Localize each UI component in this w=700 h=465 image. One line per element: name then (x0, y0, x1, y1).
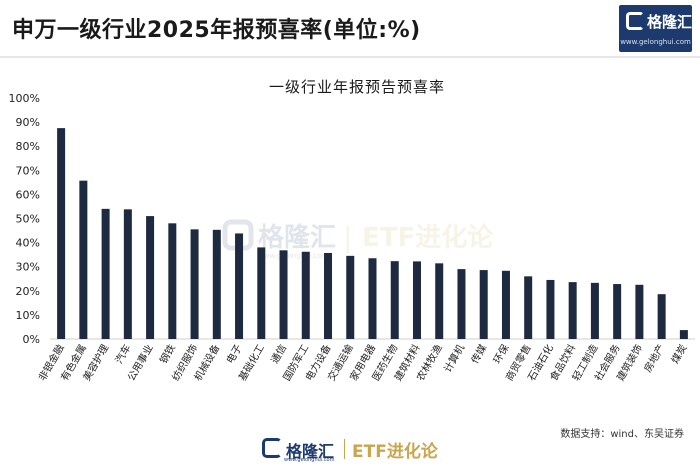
x-tick-label: 电子 (223, 342, 244, 366)
bar (679, 330, 688, 339)
y-tick-label: 0% (23, 333, 40, 346)
header: 申万一级行业2025年报预喜率(单位:%) 格隆汇 www.gelonghui.… (0, 0, 700, 60)
bar (301, 251, 310, 339)
bar (212, 229, 221, 339)
watermark: 格隆汇 www.gelonghui.com | ETF进化论 (222, 219, 494, 260)
watermark-etf: ETF进化论 (362, 223, 494, 253)
bar (390, 261, 399, 339)
y-tick-label: 80% (16, 140, 40, 153)
bar (501, 270, 510, 339)
y-tick-label: 70% (16, 164, 40, 177)
bar (479, 270, 488, 339)
bars (57, 128, 688, 339)
bar (101, 208, 110, 339)
x-tick-label: 煤炭 (668, 342, 689, 366)
bar (524, 276, 533, 339)
y-tick-label: 100% (9, 92, 40, 105)
bar (457, 269, 466, 339)
bar (168, 223, 177, 339)
bar (79, 180, 88, 339)
bar (57, 128, 66, 339)
y-tick-label: 10% (16, 309, 40, 322)
bar-chart: 一级行业年报预告预喜率 格隆汇 www.gelonghui.com | ETF进… (9, 78, 695, 383)
bar (146, 216, 155, 339)
x-tick-label: 房地产 (641, 342, 667, 374)
y-tick-label: 60% (16, 188, 40, 201)
bar (123, 209, 132, 339)
footer-etf: ETF进化论 (352, 442, 438, 462)
brand-logo: 格隆汇 www.gelonghui.com (619, 5, 692, 52)
bar (257, 247, 266, 339)
footer: 数据支持：wind、东吴证券 格隆汇 www.gelonghui.com ETF… (0, 425, 700, 465)
bar (279, 250, 288, 339)
y-tick-label: 40% (16, 237, 40, 250)
footer-url: www.gelonghui.com (284, 457, 335, 463)
x-tick-label: 钢铁 (157, 342, 178, 366)
bar (235, 233, 244, 339)
bar (435, 263, 444, 339)
bar (190, 229, 199, 339)
y-tick-label: 90% (16, 116, 40, 129)
watermark-brand: 格隆汇 (258, 222, 336, 253)
x-tick-label: 汽车 (112, 342, 133, 366)
y-tick-label: 50% (16, 213, 40, 226)
footer-separator (344, 439, 345, 459)
bar (657, 294, 666, 339)
watermark-url: www.gelonghui.com (258, 252, 329, 260)
logo-text: 格隆汇 (647, 13, 693, 31)
x-tick-label: 通信 (269, 343, 289, 366)
x-tick-label: 计算机 (441, 342, 467, 374)
header-divider (0, 56, 700, 58)
bar (568, 282, 577, 339)
source-note: 数据支持：wind、东吴证券 (560, 429, 684, 440)
footer-g-icon (262, 438, 282, 458)
y-tick-label: 20% (16, 285, 40, 298)
bar (346, 255, 355, 339)
footer-brand: 格隆汇 (286, 442, 335, 461)
logo-g-icon (626, 12, 644, 30)
x-tick-label: 传媒 (469, 343, 489, 366)
bar (590, 282, 599, 339)
watermark-separator: | (343, 221, 352, 254)
bar (368, 258, 377, 339)
page-title: 申万一级行业2025年报预喜率(单位:%) (12, 18, 421, 43)
bar (635, 284, 644, 339)
chart-title: 一级行业年报预告预喜率 (269, 78, 445, 96)
bar (613, 284, 622, 339)
bar (324, 252, 333, 339)
logo-url: www.gelonghui.com (620, 38, 691, 46)
bar (546, 279, 555, 339)
bar (412, 261, 421, 339)
y-tick-label: 30% (16, 261, 40, 274)
x-tick-label: 环保 (490, 342, 511, 366)
